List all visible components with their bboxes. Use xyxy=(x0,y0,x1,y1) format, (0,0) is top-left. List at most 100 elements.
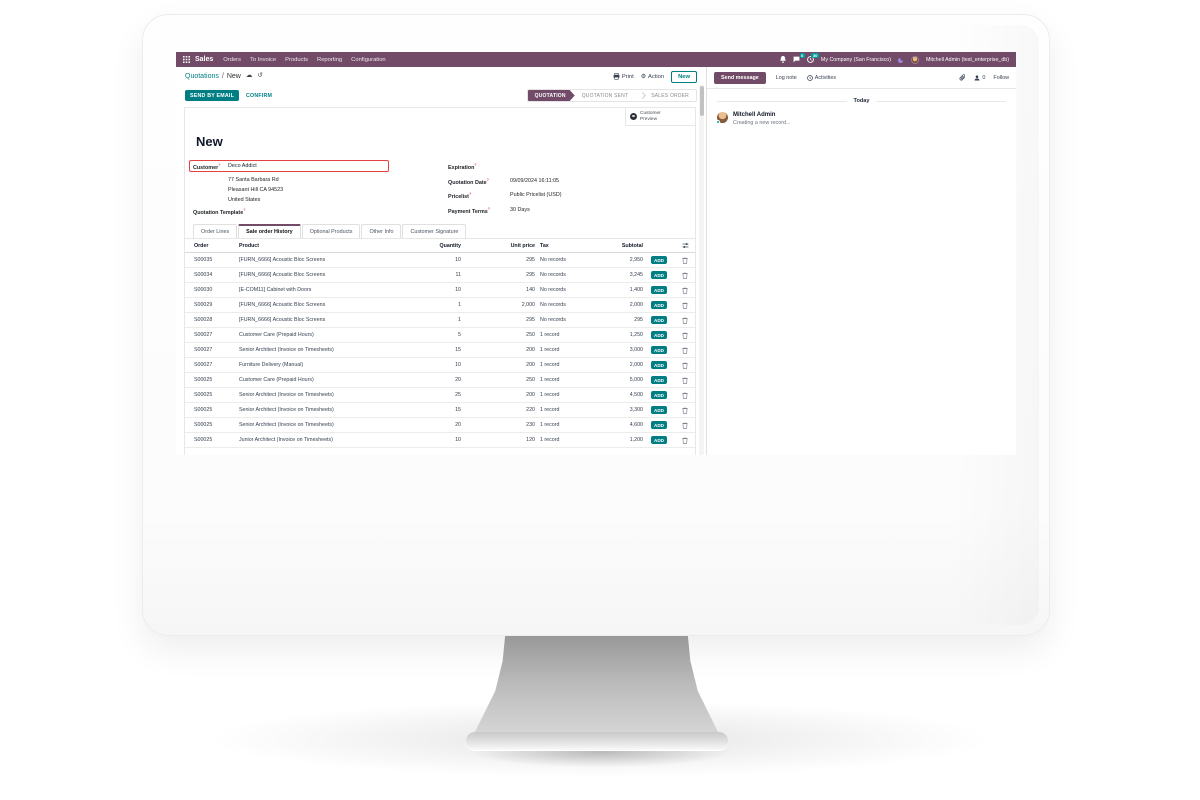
form-field-row[interactable]: Quotation Date? 09/09/2024 16:11:05 xyxy=(448,177,560,186)
save-cloud-icon[interactable]: ☁ xyxy=(245,72,253,80)
delete-row-icon[interactable] xyxy=(675,436,695,444)
form-field-row[interactable]: Expiration? xyxy=(448,163,477,171)
status-step[interactable]: QUOTATION SENT xyxy=(581,92,629,99)
add-button[interactable]: ADD xyxy=(651,361,667,369)
table-row[interactable]: S00034 [FURN_6666] Acoustic Bloc Screens… xyxy=(185,268,695,283)
add-button[interactable]: ADD xyxy=(651,301,667,309)
col-unit-price[interactable]: Unit price xyxy=(510,242,535,249)
table-row[interactable]: S00028 [FURN_6666] Acoustic Bloc Screens… xyxy=(185,313,695,328)
nav-menu-item[interactable]: To Invoice xyxy=(250,56,277,63)
table-row[interactable]: S00029 [FURN_6666] Acoustic Bloc Screens… xyxy=(185,298,695,313)
table-row[interactable]: S00025 Senior Architect (Invoice on Time… xyxy=(185,403,695,418)
table-row[interactable]: S00030 [E-COM11] Cabinet with Doors 10 1… xyxy=(185,283,695,298)
action-button[interactable]: ⚙ Action xyxy=(640,73,665,80)
dark-mode-moon-icon[interactable] xyxy=(898,57,904,63)
add-button[interactable]: ADD xyxy=(651,271,667,279)
follow-button[interactable]: Follow xyxy=(993,74,1009,81)
col-tax[interactable]: Tax xyxy=(540,242,549,249)
delete-row-icon[interactable] xyxy=(675,376,695,384)
cell-subtotal: 4,500 xyxy=(629,392,643,398)
activities-clock-icon[interactable]: 30 xyxy=(807,53,819,63)
table-row[interactable]: S00027 Senior Architect (Invoice on Time… xyxy=(185,343,695,358)
delete-row-icon[interactable] xyxy=(675,256,695,264)
status-bar: QUOTATION QUOTATION SENT SALES ORDER xyxy=(526,89,697,102)
delete-row-icon[interactable] xyxy=(675,316,695,324)
table-row[interactable]: S00035 [FURN_6666] Acoustic Bloc Screens… xyxy=(185,253,695,268)
send-message-button[interactable]: Send message xyxy=(714,71,766,84)
odoo-sales-app: Sales Orders To Invoice Products Reporting C… xyxy=(176,52,1016,455)
form-field-row[interactable]: Payment Terms? 30 Days xyxy=(448,206,530,215)
delete-row-icon[interactable] xyxy=(675,331,695,339)
add-button[interactable]: ADD xyxy=(651,316,667,324)
form-field-row[interactable]: Pricelist? Public Pricelist (USD) xyxy=(448,192,562,200)
activities-badge: 30 xyxy=(811,53,819,58)
scrollbar-thumb[interactable] xyxy=(699,86,704,116)
delete-row-icon[interactable] xyxy=(675,286,695,294)
delete-row-icon[interactable] xyxy=(675,301,695,309)
user-avatar[interactable] xyxy=(910,55,919,64)
table-row[interactable]: S00027 Furniture Delivery (Manual) 10 20… xyxy=(185,358,695,373)
apps-menu-icon[interactable] xyxy=(183,56,190,63)
add-button[interactable]: ADD xyxy=(651,421,667,429)
delete-row-icon[interactable] xyxy=(675,271,695,279)
delete-row-icon[interactable] xyxy=(675,406,695,414)
form-scrollbar[interactable] xyxy=(699,85,704,455)
table-row[interactable]: S00027 Customer Care (Prepaid Hours) 5 2… xyxy=(185,328,695,343)
add-button[interactable]: ADD xyxy=(651,391,667,399)
col-product[interactable]: Product xyxy=(239,242,260,249)
notebook-tab[interactable]: Customer Signature xyxy=(402,224,467,238)
app-name[interactable]: Sales xyxy=(195,56,214,63)
table-row[interactable]: S00025 Senior Architect (Invoice on Time… xyxy=(185,418,695,433)
cell-quantity: 15 xyxy=(455,347,461,353)
nav-menu-item[interactable]: Products xyxy=(285,56,309,63)
discard-icon[interactable]: ↺ xyxy=(257,72,263,80)
optional-columns-icon[interactable] xyxy=(675,242,695,249)
confirm-button[interactable]: CONFIRM xyxy=(246,92,273,99)
send-by-email-button[interactable]: SEND BY EMAIL xyxy=(185,90,239,101)
add-button[interactable]: ADD xyxy=(651,436,667,444)
breadcrumb-parent[interactable]: Quotations xyxy=(185,73,219,80)
messages-icon[interactable]: 6 xyxy=(793,53,805,63)
new-button[interactable]: New xyxy=(671,70,697,83)
status-step[interactable]: QUOTATION xyxy=(528,90,575,101)
message-author[interactable]: Mitchell Admin xyxy=(733,112,776,118)
notebook-tab[interactable]: Sale order History xyxy=(238,224,301,238)
user-menu[interactable]: Mitchell Admin (test_enterprise_db) xyxy=(925,56,1009,63)
customer-preview-button[interactable]: Customer Preview xyxy=(625,108,695,126)
add-button[interactable]: ADD xyxy=(651,346,667,354)
notebook-tab[interactable]: Optional Products xyxy=(301,224,361,238)
table-row[interactable]: S00025 Junior Architect (Invoice on Time… xyxy=(185,433,695,448)
paperclip-icon[interactable] xyxy=(959,74,966,81)
add-button[interactable]: ADD xyxy=(651,256,667,264)
activities-tab[interactable]: Activities xyxy=(806,75,836,81)
nav-menu-item[interactable]: Configuration xyxy=(351,56,386,63)
notebook-tab[interactable]: Other Info xyxy=(361,224,402,238)
col-subtotal[interactable]: Subtotal xyxy=(621,242,643,249)
col-order[interactable]: Order xyxy=(194,242,209,249)
cell-tax: 1 record xyxy=(540,407,560,413)
nav-menu-item[interactable]: Orders xyxy=(223,56,242,63)
cell-tax: 1 record xyxy=(540,347,560,353)
notebook-tab[interactable]: Order Lines xyxy=(193,224,238,238)
company-switcher[interactable]: My Company (San Francisco) xyxy=(820,56,891,63)
add-button[interactable]: ADD xyxy=(651,406,667,414)
nav-menu-item[interactable]: Reporting xyxy=(317,56,343,63)
customer-value[interactable]: Deco Addict xyxy=(228,163,257,169)
add-button[interactable]: ADD xyxy=(651,376,667,384)
followers-button[interactable]: 0 xyxy=(974,75,985,81)
cell-subtotal: 295 xyxy=(634,317,643,323)
log-note-tab[interactable]: Log note xyxy=(775,74,797,81)
bell-icon[interactable] xyxy=(779,56,786,63)
delete-row-icon[interactable] xyxy=(675,346,695,354)
delete-row-icon[interactable] xyxy=(675,421,695,429)
print-button[interactable]: Print xyxy=(613,73,634,80)
cell-quantity: 10 xyxy=(455,362,461,368)
add-button[interactable]: ADD xyxy=(651,286,667,294)
table-row[interactable]: S00025 Customer Care (Prepaid Hours) 20 … xyxy=(185,373,695,388)
add-button[interactable]: ADD xyxy=(651,331,667,339)
status-step[interactable]: SALES ORDER xyxy=(635,90,696,101)
delete-row-icon[interactable] xyxy=(675,391,695,399)
table-row[interactable]: S00025 Senior Architect (Invoice on Time… xyxy=(185,388,695,403)
delete-row-icon[interactable] xyxy=(675,361,695,369)
col-quantity[interactable]: Quantity xyxy=(439,242,461,249)
